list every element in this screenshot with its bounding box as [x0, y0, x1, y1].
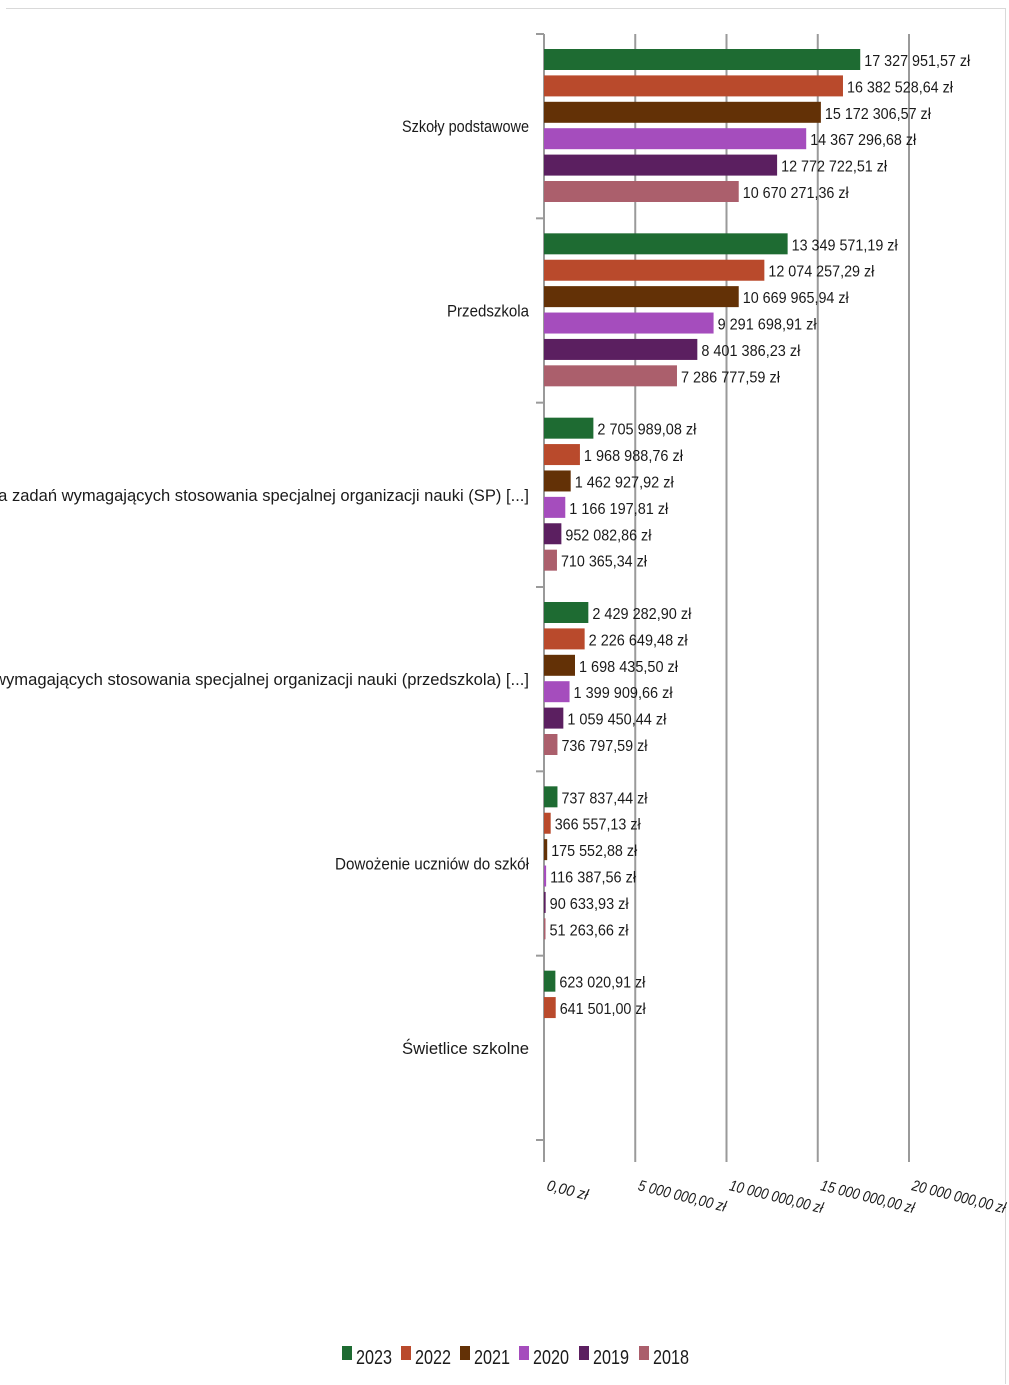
legend-label: 2021 [474, 1347, 510, 1369]
data-label: 2 705 989,08 zł [597, 422, 697, 439]
data-label: 10 669 965,94 zł [743, 290, 850, 307]
bar-2020 [544, 128, 807, 150]
bar-2022 [544, 259, 765, 281]
data-label: 16 382 528,64 zł [847, 79, 954, 96]
legend-swatch-2021 [460, 1346, 470, 1360]
data-label: 1 166 197,81 zł [569, 501, 669, 518]
legend-label: 2022 [415, 1347, 451, 1369]
data-label: 2 226 649,48 zł [589, 632, 689, 649]
category-label: Szkoły podstawowe [402, 117, 529, 136]
data-label: 14 367 296,68 zł [810, 132, 917, 149]
x-tick-label: 0,00 zł [545, 1177, 590, 1204]
bar-2021 [544, 654, 575, 676]
legend-label: 2020 [533, 1347, 569, 1369]
data-label: 9 291 698,91 zł [718, 317, 818, 334]
data-label: 8 401 386,23 zł [701, 343, 801, 360]
bar-2022 [544, 812, 551, 834]
bar-2022 [544, 75, 843, 97]
legend-swatch-2019 [579, 1346, 589, 1360]
data-label: 1 399 909,66 zł [574, 685, 674, 702]
bar-2023 [544, 786, 558, 808]
legend-label: 2019 [593, 1347, 629, 1369]
bar-2022 [544, 997, 556, 1019]
bar-2018 [544, 181, 739, 202]
data-label: 17 327 951,57 zł [864, 53, 971, 70]
data-label: 736 797,59 zł [561, 738, 648, 755]
bar-2021 [544, 470, 571, 492]
data-label: 623 020,91 zł [559, 975, 646, 992]
bar-2020 [544, 496, 566, 518]
data-label: 1 462 927,92 zł [575, 474, 675, 491]
legend-swatch-2022 [401, 1346, 411, 1360]
data-label: 737 837,44 zł [561, 790, 648, 807]
data-label: 90 633,93 zł [550, 896, 630, 913]
bar-2018 [544, 549, 557, 571]
data-label: 12 772 722,51 zł [781, 159, 888, 176]
data-label: 1 698 435,50 zł [579, 659, 679, 676]
bar-2023 [544, 970, 556, 992]
bar-2019 [544, 338, 698, 360]
data-label: 952 082,86 zł [565, 527, 652, 544]
bar-2019 [544, 523, 562, 545]
category-label: Realizacja zadań wymagających stosowania… [0, 486, 529, 505]
data-label: 641 501,00 zł [560, 1001, 647, 1018]
data-label: 12 074 257,29 zł [768, 264, 875, 281]
chart-frame [6, 8, 1006, 1384]
bar-2020 [544, 681, 570, 703]
category-label: Dowożenie uczniów do szkół [335, 855, 529, 874]
bar-2018 [544, 918, 546, 940]
x-tick-label: 5 000 000,00 zł [636, 1177, 728, 1215]
data-label: 175 552,88 zł [551, 843, 638, 860]
bar-2018 [544, 365, 677, 387]
legend-swatch-2023 [342, 1346, 352, 1360]
x-tick-label: 20 000 000,00 zł [909, 1177, 1008, 1217]
data-label: 10 670 271,36 zł [743, 185, 850, 202]
category-label: Świetlice szkolne [402, 1039, 529, 1058]
bar-2019 [544, 154, 778, 176]
bar-2023 [544, 49, 861, 70]
legend-label: 2023 [356, 1347, 392, 1369]
bar-2020 [544, 865, 547, 887]
legend-swatch-2020 [519, 1346, 529, 1360]
data-label: 51 263,66 zł [550, 922, 630, 939]
category-label: Przedszkola [447, 302, 529, 321]
data-label: 15 172 306,57 zł [825, 106, 932, 123]
bar-2022 [544, 628, 585, 650]
legend-swatch-2018 [639, 1346, 649, 1360]
bar-2023 [544, 417, 594, 439]
x-tick-label: 10 000 000,00 zł [728, 1177, 826, 1217]
bar-2021 [544, 101, 821, 123]
bar-2020 [544, 312, 714, 334]
bar-2019 [544, 707, 564, 729]
data-label: 2 429 282,90 zł [592, 606, 692, 623]
bar-2021 [544, 839, 548, 861]
data-label: 1 059 450,44 zł [567, 712, 667, 729]
data-label: 710 365,34 zł [561, 554, 648, 571]
data-label: 366 557,13 zł [555, 817, 642, 834]
data-label: 116 387,56 zł [550, 870, 637, 887]
bar-2021 [544, 286, 739, 308]
bar-2019 [544, 891, 546, 913]
x-tick-label: 15 000 000,00 zł [819, 1177, 917, 1217]
data-label: 7 286 777,59 zł [681, 369, 781, 386]
category-label: Realizacja zadań wymagających stosowania… [0, 670, 529, 689]
data-label: 13 349 571,19 zł [792, 237, 899, 254]
bar-2023 [544, 233, 788, 255]
legend-label: 2018 [653, 1347, 689, 1369]
bar-2022 [544, 444, 580, 466]
data-label: 1 968 988,76 zł [584, 448, 684, 465]
bar-2018 [544, 734, 558, 755]
bar-2023 [544, 602, 589, 623]
